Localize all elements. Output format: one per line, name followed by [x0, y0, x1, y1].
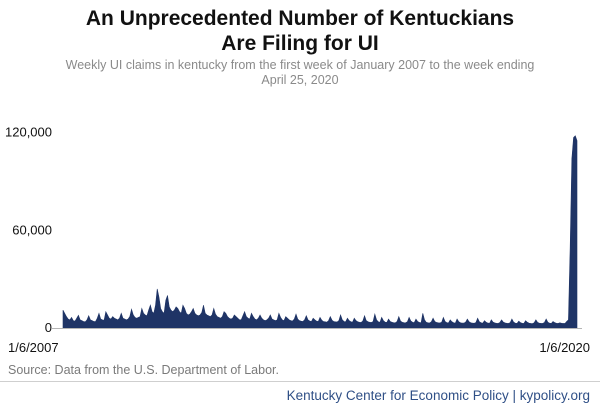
x-tick-label: 1/6/2007	[8, 340, 59, 355]
chart-title: An Unprecedented Number of Kentuckians A…	[0, 6, 600, 56]
chart-title-line-2: Are Filing for UI	[221, 32, 379, 55]
y-tick-label: 0	[45, 320, 52, 335]
chart-subtitle-line-2: April 25, 2020	[261, 73, 339, 87]
y-tick-label: 60,000	[12, 222, 52, 237]
x-tick-label: 1/6/2020	[539, 340, 590, 355]
chart-title-line-1: An Unprecedented Number of Kentuckians	[85, 7, 515, 30]
series-area	[62, 135, 578, 329]
footer-credit: Kentucky Center for Economic Policy | ky…	[286, 388, 590, 403]
y-tick-label: 120,000	[5, 125, 52, 140]
chart-subtitle-line-1: Weekly UI claims in kentucky from the fi…	[65, 58, 535, 72]
footer-divider	[0, 381, 600, 382]
ui-claims-chart: 0 60,000 120,000 1/6/2007 1/6/2020	[5, 125, 590, 355]
source-note: Source: Data from the U.S. Department of…	[8, 363, 279, 377]
chart-subtitle: Weekly UI claims in kentucky from the fi…	[20, 58, 580, 88]
